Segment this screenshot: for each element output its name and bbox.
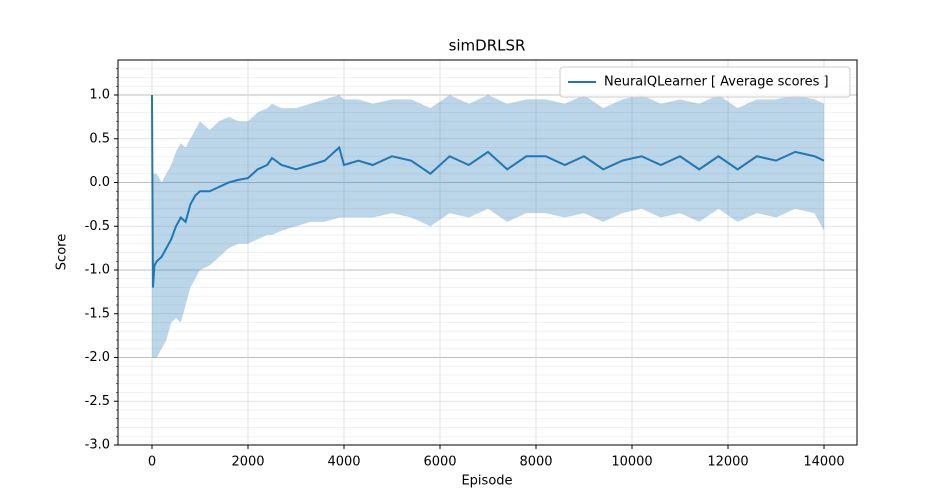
y-tick-label: -1.5: [85, 306, 110, 321]
line: [150, 94, 825, 288]
y-tick-label: 0.5: [89, 131, 110, 146]
std-band: [151, 95, 825, 358]
x-tick-label: 10000: [611, 455, 652, 470]
y-tick-label: -2.5: [85, 394, 110, 409]
plot-frame: [117, 59, 858, 446]
y-tick-label: -0.5: [85, 219, 110, 234]
legend-label: NeuralQLearner [ Average scores ]: [604, 75, 829, 90]
y-tick-label: 0.0: [89, 175, 110, 190]
y-axis-label: Score: [55, 234, 70, 270]
x-tick-label: 8000: [519, 455, 552, 470]
y-tick-label: 1.0: [89, 88, 110, 103]
x-tick-label: 2000: [231, 455, 264, 470]
x-tick-label: 14000: [803, 455, 844, 470]
y-tick-label: -1.0: [85, 263, 110, 278]
y-tick-label: -3.0: [85, 438, 110, 453]
y-tick-label: -2.0: [85, 350, 110, 365]
x-tick-label: 6000: [423, 455, 456, 470]
x-axis-label: Episode: [461, 474, 512, 489]
x-tick-label: 4000: [327, 455, 360, 470]
x-tick-label: 12000: [707, 455, 748, 470]
chart-title: simDRLSR: [449, 37, 526, 55]
x-tick-label: 0: [148, 455, 156, 470]
legend: NeuralQLearner [ Average scores ]: [559, 66, 851, 98]
legend-box: [559, 66, 851, 98]
